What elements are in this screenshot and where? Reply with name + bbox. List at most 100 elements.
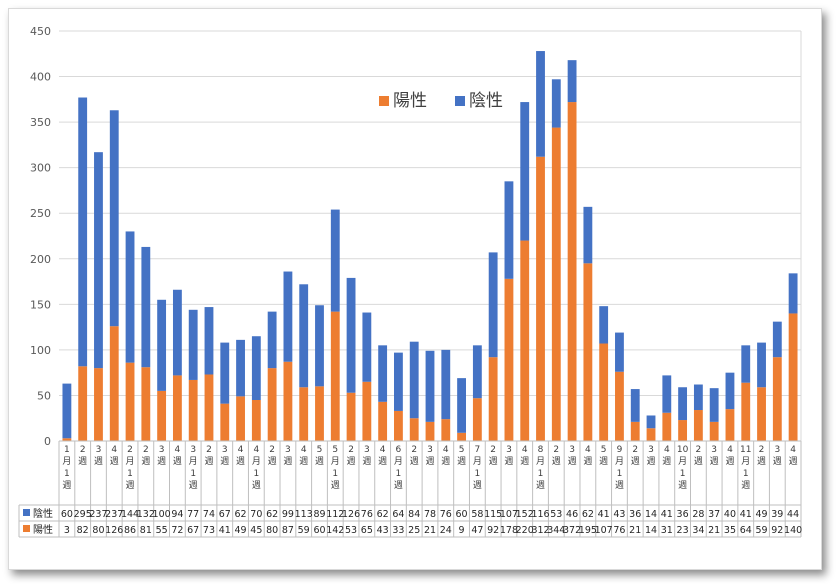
bar-negative <box>741 345 751 383</box>
category-label: 4週 <box>299 445 308 467</box>
table-cell-negative: 64 <box>392 509 404 520</box>
y-tick-label: 50 <box>37 389 51 402</box>
y-axis: 0 50 100 150 200 250 300 350 400 450 <box>30 25 51 448</box>
bar-negative <box>220 342 230 404</box>
category-label-part: 週 <box>631 456 640 467</box>
category-label-part: 4 <box>443 445 449 455</box>
category-label: 4月 1週 <box>252 445 261 491</box>
category-label-part: 1 <box>253 469 259 479</box>
bar-negative <box>236 339 245 397</box>
category-label-part: 4 <box>380 445 386 455</box>
bar-negative <box>630 389 640 422</box>
category-label: 2週 <box>694 445 703 467</box>
legend-label-positive: 陽性 <box>393 91 427 111</box>
category-label-part: 3 <box>427 445 433 455</box>
category-label-part: 1 <box>474 469 480 479</box>
table-cell-negative: 49 <box>755 509 767 520</box>
table-cell-negative: 37 <box>708 509 720 520</box>
table-cell-positive: 31 <box>661 525 673 536</box>
category-label-part: 週 <box>94 456 103 467</box>
category-label-part: 4 <box>727 445 733 455</box>
table-cell-negative: 84 <box>408 509 420 520</box>
bar-positive <box>346 392 356 441</box>
category-label-part: 月 <box>536 456 545 467</box>
bar-negative <box>283 271 293 362</box>
table-cell-positive: 65 <box>361 525 373 536</box>
category-label-part: 4 <box>585 445 591 455</box>
category-label-part: 3 <box>648 445 654 455</box>
category-label-part: 週 <box>757 456 766 467</box>
bar-positive <box>157 390 167 441</box>
category-label-part: 週 <box>489 456 498 467</box>
category-label-part: 4 <box>664 445 670 455</box>
category-label-part: 4 <box>522 445 528 455</box>
category-label-part: 週 <box>220 456 229 467</box>
table-cell-positive: 3 <box>64 525 70 536</box>
bar-positive <box>472 398 482 441</box>
bar-negative <box>157 299 167 391</box>
bar-negative <box>125 231 135 363</box>
category-label-part: 9 <box>617 445 623 455</box>
category-label-part: 2 <box>80 445 86 455</box>
category-label: 2週 <box>552 445 561 467</box>
y-tick-label: 0 <box>44 435 51 448</box>
bar-positive <box>599 343 609 441</box>
category-label-part: 4 <box>301 445 307 455</box>
category-label-part: 3 <box>190 445 196 455</box>
category-label: 2週 <box>268 445 277 467</box>
table-cell-negative: 62 <box>377 509 389 520</box>
category-label-part: 1 <box>332 469 338 479</box>
category-label: 3週 <box>283 445 292 467</box>
bar-positive <box>709 421 719 441</box>
bar-negative <box>362 312 372 382</box>
table-cell-negative: 99 <box>282 509 294 520</box>
bar-negative <box>204 307 214 375</box>
category-label-part: 週 <box>362 456 371 467</box>
bar-negative <box>394 352 403 411</box>
bar-negative <box>504 181 514 279</box>
bar-negative <box>567 60 577 103</box>
bar-negative <box>62 383 72 439</box>
bar-negative <box>94 152 103 369</box>
category-label-part: 2 <box>348 445 354 455</box>
table-cell-positive: 59 <box>298 525 310 536</box>
table-cell-positive: 80 <box>266 525 278 536</box>
category-label-part: 週 <box>647 456 656 467</box>
bar-negative <box>78 97 88 367</box>
table-cell-positive: 64 <box>740 525 752 536</box>
category-label: 4週 <box>725 445 734 467</box>
bar-negative <box>772 321 782 358</box>
bar-positive <box>583 263 593 441</box>
category-label-part: 2 <box>143 445 149 455</box>
table-cell-negative: 77 <box>187 509 199 520</box>
table-cell-positive: 82 <box>77 525 89 536</box>
category-label-part: 4 <box>111 445 117 455</box>
category-label-part: 週 <box>141 456 150 467</box>
bar-negative <box>788 273 798 314</box>
table-cell-positive: 47 <box>471 525 483 536</box>
category-label-part: 週 <box>441 456 450 467</box>
category-label-part: 1 <box>64 469 70 479</box>
bar-negative <box>472 345 482 399</box>
table-cell-positive: 23 <box>677 525 689 536</box>
category-label-part: 週 <box>552 456 561 467</box>
table-cell-positive: 9 <box>459 525 465 536</box>
category-label-part: 2 <box>759 445 765 455</box>
category-label-part: 月 <box>126 456 135 467</box>
bar-negative <box>488 252 498 358</box>
bar-positive <box>741 382 751 441</box>
category-label-part: 2 <box>553 445 559 455</box>
table-cell-positive: 142 <box>326 525 344 536</box>
table-cell-positive: 73 <box>203 525 215 536</box>
table-cell-negative: 76 <box>361 509 373 520</box>
category-label-part: 週 <box>236 456 245 467</box>
table-cell-negative: 115 <box>484 509 502 520</box>
bar-positive <box>188 379 198 441</box>
category-label-part: 週 <box>504 456 513 467</box>
table-cell-negative: 112 <box>326 509 344 520</box>
bar-positive <box>567 102 577 442</box>
table-row-label-negative: 陰性 <box>33 507 53 520</box>
table-cell-negative: 43 <box>613 509 625 520</box>
bar-positive <box>457 432 466 441</box>
